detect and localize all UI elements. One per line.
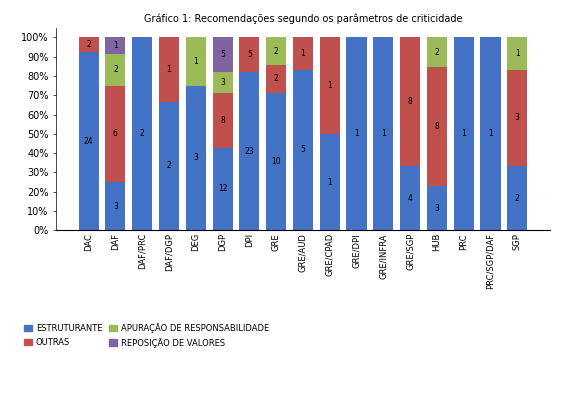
Text: 2: 2 — [435, 48, 439, 57]
Bar — [454, 37, 473, 230]
Bar — [507, 37, 527, 69]
Text: 2: 2 — [515, 194, 519, 202]
Text: 8: 8 — [408, 97, 412, 106]
Bar — [79, 52, 99, 230]
Bar — [105, 54, 126, 86]
Text: 8: 8 — [220, 116, 225, 125]
Bar — [320, 37, 340, 134]
Bar — [105, 37, 126, 54]
Bar — [105, 182, 126, 230]
Text: 1: 1 — [381, 129, 386, 138]
Bar — [507, 166, 527, 230]
Text: 1: 1 — [167, 65, 171, 74]
Bar — [373, 37, 393, 230]
Bar — [266, 37, 286, 65]
Text: 24: 24 — [84, 137, 93, 146]
Bar — [213, 93, 233, 148]
Bar — [132, 37, 152, 230]
Text: 2: 2 — [274, 74, 278, 83]
Bar — [159, 37, 179, 102]
Text: 23: 23 — [245, 146, 254, 156]
Bar — [427, 67, 447, 186]
Bar — [347, 37, 366, 230]
Text: 10: 10 — [272, 157, 281, 166]
Text: 2: 2 — [86, 40, 91, 49]
Text: 1: 1 — [354, 129, 359, 138]
Title: Gráfico 1: Recomendações segundo os parâmetros de criticidade: Gráfico 1: Recomendações segundo os parâ… — [144, 14, 462, 24]
Text: 3: 3 — [113, 202, 118, 211]
Bar — [159, 102, 179, 230]
Text: 1: 1 — [194, 57, 198, 66]
Text: 1: 1 — [328, 81, 332, 90]
Text: 12: 12 — [218, 185, 227, 193]
Bar — [427, 186, 447, 230]
Bar — [213, 148, 233, 230]
Text: 4: 4 — [408, 194, 412, 202]
Legend: ESTRUTURANTE, OUTRAS, APURAÇÃO DE RESPONSABILIDADE, REPOSIÇÃO DE VALORES: ESTRUTURANTE, OUTRAS, APURAÇÃO DE RESPON… — [21, 320, 272, 351]
Text: 3: 3 — [194, 154, 198, 162]
Bar — [266, 93, 286, 230]
Bar — [293, 69, 313, 230]
Bar — [213, 72, 233, 93]
Text: 5: 5 — [220, 50, 225, 59]
Text: 8: 8 — [435, 122, 439, 131]
Bar — [480, 37, 500, 230]
Text: 3: 3 — [434, 204, 439, 212]
Text: 2: 2 — [167, 162, 171, 170]
Text: 2: 2 — [274, 47, 278, 56]
Bar — [240, 72, 259, 230]
Bar — [79, 37, 99, 52]
Bar — [293, 37, 313, 69]
Bar — [507, 69, 527, 166]
Bar — [186, 86, 206, 230]
Bar — [240, 37, 259, 72]
Text: 2: 2 — [113, 65, 118, 74]
Text: 3: 3 — [515, 113, 519, 122]
Text: 1: 1 — [301, 49, 305, 58]
Bar — [400, 37, 420, 166]
Bar — [320, 134, 340, 230]
Text: 5: 5 — [247, 50, 252, 59]
Bar — [266, 65, 286, 93]
Text: 1: 1 — [113, 41, 118, 50]
Text: 1: 1 — [488, 129, 493, 138]
Text: 1: 1 — [515, 49, 519, 58]
Bar — [186, 37, 206, 86]
Bar — [105, 86, 126, 182]
Text: 5: 5 — [301, 145, 305, 154]
Text: 3: 3 — [220, 78, 225, 87]
Text: 1: 1 — [461, 129, 466, 138]
Text: 6: 6 — [113, 129, 118, 138]
Text: 1: 1 — [328, 177, 332, 187]
Bar — [427, 37, 447, 67]
Bar — [400, 166, 420, 230]
Bar — [213, 37, 233, 72]
Text: 2: 2 — [140, 129, 145, 138]
